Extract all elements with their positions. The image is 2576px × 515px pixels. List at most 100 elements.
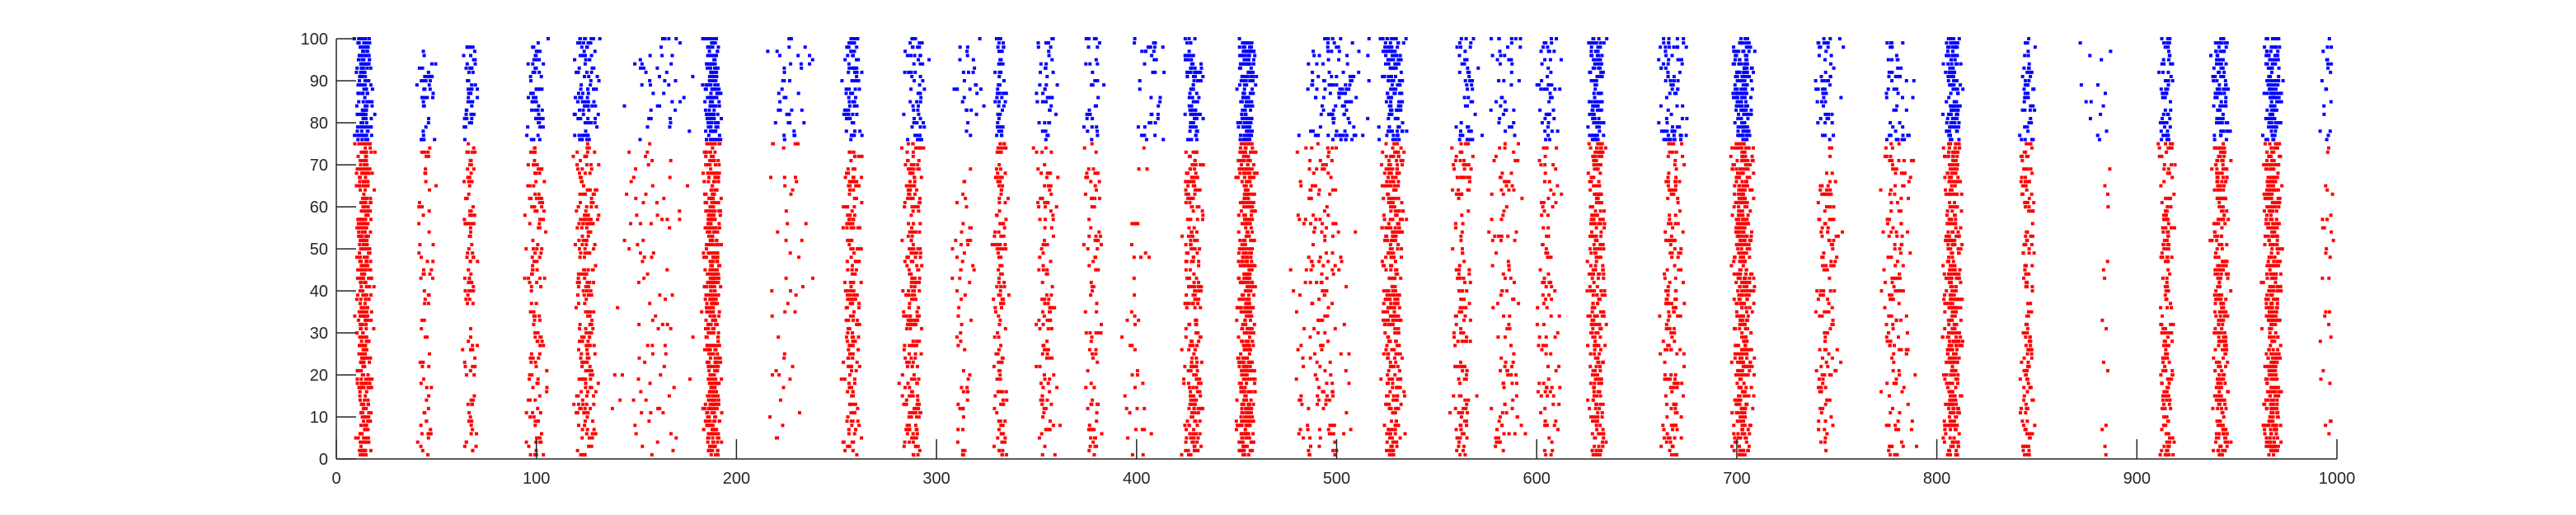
- spike-point: [801, 284, 805, 288]
- spike-point: [1590, 373, 1594, 377]
- spike-point: [705, 306, 708, 310]
- spike-point: [1507, 188, 1511, 192]
- spike-point: [1389, 226, 1393, 230]
- spike-point: [707, 415, 711, 419]
- spike-point: [1742, 335, 1746, 339]
- spike-point: [359, 284, 364, 288]
- spike-point: [364, 348, 368, 352]
- spike-point: [523, 276, 527, 280]
- spike-point: [1547, 180, 1551, 184]
- spike-point: [363, 302, 367, 306]
- spike-point: [846, 331, 850, 335]
- spike-point: [961, 192, 965, 196]
- spike-point: [1389, 209, 1393, 213]
- spike-point: [1197, 280, 1200, 284]
- spike-point: [1398, 386, 1402, 390]
- spike-point: [1240, 402, 1244, 406]
- spike-point: [1296, 213, 1300, 218]
- spike-point: [855, 452, 859, 456]
- spike-point: [1501, 448, 1505, 452]
- spike-point: [1597, 382, 1601, 386]
- spike-point: [580, 364, 584, 368]
- spike-point: [770, 289, 774, 293]
- spike-point: [467, 280, 471, 284]
- spike-point: [999, 192, 1003, 196]
- spike-point: [424, 180, 428, 184]
- spike-point: [367, 440, 371, 444]
- spike-point: [1676, 222, 1680, 226]
- spike-point: [915, 251, 919, 255]
- spike-point: [1735, 146, 1739, 150]
- spike-point: [1325, 394, 1329, 398]
- spike-point: [540, 205, 544, 208]
- spike-point: [1458, 452, 1462, 456]
- spike-point: [1392, 184, 1396, 188]
- spike-point: [1388, 390, 1392, 394]
- spike-point: [1086, 428, 1091, 432]
- spike-point: [1253, 264, 1257, 268]
- spike-point: [1095, 410, 1099, 414]
- spike-point: [1549, 188, 1553, 192]
- spike-point: [1668, 377, 1672, 382]
- spike-point: [585, 146, 589, 150]
- spike-point: [1054, 205, 1058, 208]
- spike-point: [1672, 310, 1676, 314]
- spike-point: [1740, 406, 1744, 410]
- spike-point: [845, 260, 849, 264]
- spike-point: [533, 192, 537, 196]
- spike-point: [1556, 428, 1560, 432]
- spike-point: [1674, 176, 1678, 180]
- spike-point: [850, 268, 854, 272]
- spike-point: [1741, 280, 1745, 284]
- spike-point: [916, 163, 920, 166]
- spike-point: [1141, 452, 1145, 456]
- spike-point: [1732, 163, 1736, 166]
- spike-point: [1193, 176, 1197, 180]
- spike-point: [1191, 163, 1195, 166]
- spike-point: [355, 382, 359, 386]
- spike-point: [711, 424, 715, 428]
- spike-point: [1595, 146, 1598, 150]
- spike-point: [1246, 306, 1250, 310]
- spike-point: [1543, 424, 1547, 428]
- spike-point: [905, 264, 909, 268]
- spike-point: [1189, 339, 1193, 344]
- spike-point: [582, 335, 586, 339]
- spike-point: [650, 352, 655, 356]
- spike-point: [1596, 331, 1600, 335]
- spike-point: [797, 255, 801, 260]
- spike-point: [1185, 428, 1188, 432]
- spike-point: [1003, 242, 1007, 246]
- spike-point: [1190, 356, 1194, 360]
- spike-point: [1589, 415, 1593, 419]
- spike-point: [1748, 247, 1752, 250]
- spike-point: [1189, 394, 1193, 398]
- spike-point: [1668, 280, 1672, 284]
- spike-point: [1241, 322, 1245, 326]
- spike-point: [995, 284, 999, 288]
- spike-point: [1391, 377, 1395, 382]
- spike-point: [1240, 368, 1244, 372]
- spike-point: [959, 268, 963, 272]
- spike-point: [1187, 226, 1191, 230]
- spike-point: [1663, 360, 1667, 364]
- spike-point: [469, 432, 473, 436]
- spike-point: [716, 293, 720, 297]
- spike-point: [1517, 302, 1521, 306]
- spike-point: [847, 171, 851, 176]
- spike-point: [1246, 390, 1250, 394]
- spike-point: [845, 306, 849, 310]
- spike-point: [1333, 326, 1337, 330]
- spike-point: [1331, 222, 1335, 226]
- spike-point: [366, 213, 370, 218]
- spike-point: [1598, 150, 1602, 154]
- spike-point: [1387, 226, 1391, 230]
- spike-point: [1195, 368, 1199, 372]
- spike-point: [705, 150, 709, 154]
- spike-point: [707, 226, 711, 230]
- spike-point: [366, 402, 370, 406]
- spike-point: [846, 268, 850, 272]
- spike-point: [369, 318, 373, 322]
- spike-point: [1249, 238, 1253, 242]
- spike-point: [362, 402, 366, 406]
